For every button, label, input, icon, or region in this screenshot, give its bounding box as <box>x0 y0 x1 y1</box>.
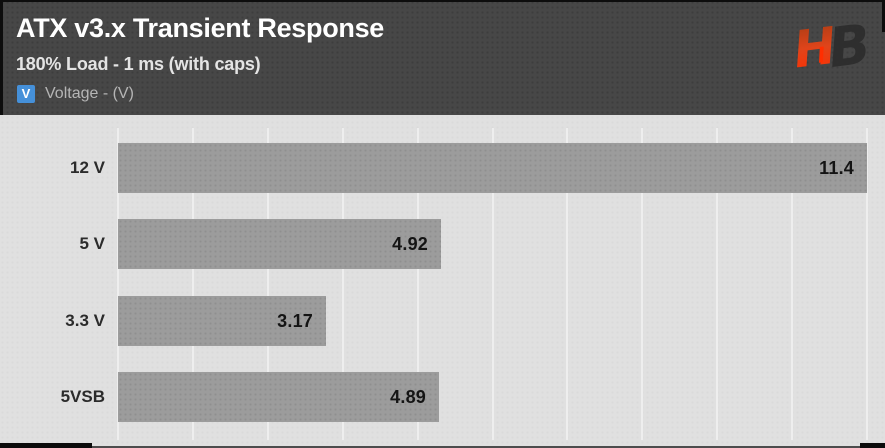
bar-5vsb: 4.89 <box>118 372 439 422</box>
legend: V Voltage - (V) <box>17 84 134 103</box>
category-label: 12 V <box>70 158 105 177</box>
frame-border-left <box>0 0 3 115</box>
category-label: 3.3 V <box>65 311 105 330</box>
category-label: 5VSB <box>60 387 105 406</box>
svg-text:H: H <box>793 16 839 76</box>
progress-bar-corner <box>860 443 885 448</box>
bar-value-label: 3.17 <box>277 310 313 331</box>
svg-text:B: B <box>825 11 874 76</box>
gridline <box>266 128 269 440</box>
frame-corner-notch <box>882 0 885 32</box>
gridline <box>791 128 794 440</box>
gridline <box>191 128 194 440</box>
chart-subtitle: 180% Load - 1 ms (with caps) <box>16 54 261 74</box>
progress-bar-track <box>92 446 860 448</box>
hardware-busters-logo-icon: H B <box>790 6 881 81</box>
plot-area: 12 V 11.4 5 V 4.92 3.3 V 3.17 5VSB 4.89 <box>0 115 885 448</box>
bar-5v: 4.92 <box>118 219 441 269</box>
gridline <box>341 128 344 440</box>
chart-title: ATX v3.x Transient Response <box>16 13 385 43</box>
gridline <box>416 128 419 440</box>
gridline <box>491 128 494 440</box>
bar-value-label: 11.4 <box>819 157 854 178</box>
legend-swatch-voltage: V <box>17 84 35 103</box>
gridline <box>716 128 719 440</box>
category-label: 5 V <box>79 234 105 253</box>
bar-value-label: 4.89 <box>390 386 426 407</box>
bar-value-label: 4.92 <box>392 233 428 254</box>
gridline <box>117 128 119 440</box>
gridline <box>566 128 569 440</box>
legend-label: Voltage - (V) <box>45 84 134 102</box>
gridline <box>641 128 644 440</box>
frame-border-top <box>0 0 885 2</box>
chart-header: ATX v3.x Transient Response 180% Load - … <box>0 0 885 115</box>
gridline <box>866 128 868 440</box>
progress-bar-watched <box>0 443 92 448</box>
bar-3.3v: 3.17 <box>118 296 326 346</box>
bar-12v: 11.4 <box>118 143 867 193</box>
